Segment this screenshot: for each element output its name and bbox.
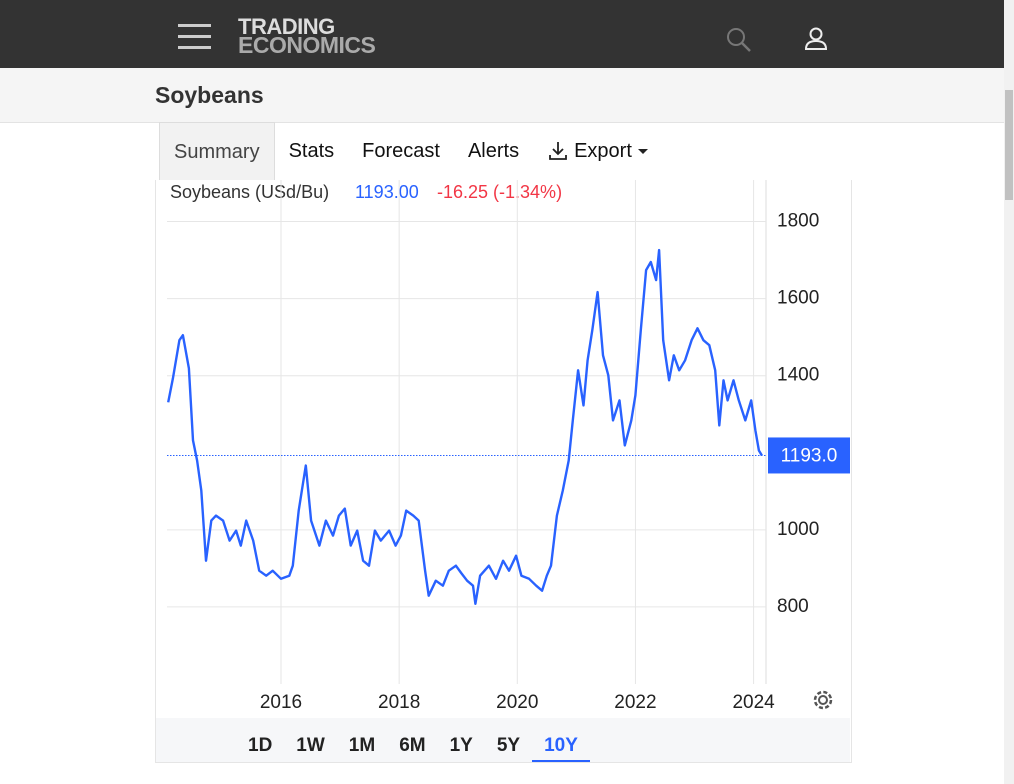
x-tick-label: 2024 — [732, 692, 775, 713]
x-tick-label: 2020 — [496, 692, 538, 713]
menu-icon[interactable] — [178, 24, 212, 50]
x-tick-label: 2016 — [260, 692, 302, 713]
range-bar: 1D 1W 1M 6M 1Y 5Y 10Y — [156, 718, 850, 762]
x-tick-label: 2018 — [378, 692, 420, 713]
scrollbar — [1004, 0, 1014, 784]
x-tick-label: 2022 — [614, 692, 656, 713]
last-price-box — [768, 437, 850, 474]
tab[interactable]: Alerts — [467, 140, 520, 162]
scroll-thumb[interactable] — [1005, 90, 1013, 200]
last-price-label: 1193.0 — [781, 445, 838, 466]
legend-name: Soybeans (USd/Bu) — [170, 182, 329, 202]
tabs: Summary Stats Forecast Alerts Export — [159, 122, 663, 180]
range-button[interactable]: 10Y — [532, 718, 590, 762]
page-title: Soybeans — [155, 82, 264, 108]
settings-icon[interactable] — [813, 690, 833, 710]
tab-label: Export — [574, 140, 632, 162]
range-button[interactable]: 1M — [348, 735, 376, 756]
search-icon[interactable] — [726, 27, 752, 53]
range-button[interactable]: 1D — [248, 735, 273, 756]
range-button[interactable]: 1W — [296, 735, 325, 756]
chart: Soybeans (USd/Bu) 1193.00 -16.25 (-1.34%… — [167, 180, 850, 713]
y-tick-label: 1600 — [777, 288, 819, 309]
price-line — [167, 248, 763, 605]
legend-last: 1193.00 — [355, 182, 419, 202]
tab[interactable]: Stats — [288, 140, 335, 162]
y-tick-label: 1400 — [777, 365, 819, 386]
range-button[interactable]: 5Y — [496, 735, 521, 756]
range-button[interactable]: 6M — [399, 735, 426, 756]
user-icon[interactable] — [804, 26, 830, 52]
download-icon — [549, 142, 567, 160]
caret — [637, 149, 648, 154]
y-tick-label: 800 — [777, 596, 809, 617]
sub-bar — [0, 68, 1004, 123]
y-tick-label: 1000 — [777, 519, 819, 540]
range-button[interactable]: 1Y — [449, 735, 473, 756]
y-tick-label: 1800 — [777, 211, 819, 232]
brand-top: TRADING — [238, 14, 335, 39]
legend-change: -16.25 (-1.34%) — [437, 182, 562, 202]
top-bar: TRADING ECONOMICS — [0, 0, 1004, 68]
brand-bottom: ECONOMICS — [238, 32, 376, 58]
tab[interactable]: Forecast — [362, 140, 440, 162]
tab[interactable]: Summary — [159, 122, 275, 180]
chart-panel: Soybeans (USd/Bu) 1193.00 -16.25 (-1.34%… — [155, 180, 852, 763]
tab-export[interactable]: Export — [533, 122, 663, 180]
brand[interactable]: TRADING ECONOMICS — [238, 14, 376, 58]
